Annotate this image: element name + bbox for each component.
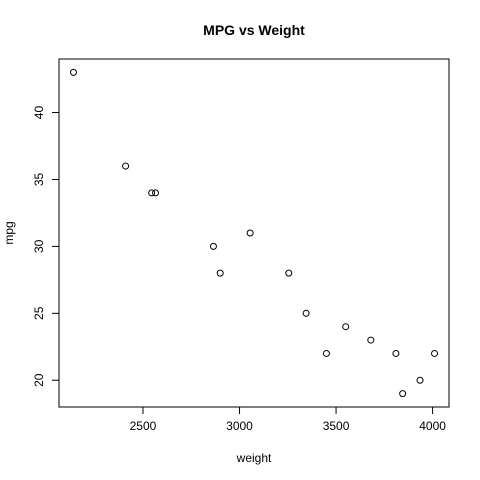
data-point (416, 376, 424, 384)
data-points (69, 68, 439, 398)
x-tick-label: 3500 (323, 419, 350, 433)
x-axis: 2500 3000 3500 4000 (130, 407, 446, 433)
data-point (122, 162, 130, 170)
chart-title: MPG vs Weight (203, 22, 305, 38)
plot-frame (58, 58, 450, 408)
data-point (285, 269, 293, 277)
data-point (399, 390, 407, 398)
x-tick-label: 4000 (419, 419, 446, 433)
y-axis-label: mpg (2, 221, 16, 244)
data-point (302, 309, 310, 317)
x-tick-label: 2500 (130, 419, 157, 433)
y-tick-label: 35 (32, 172, 46, 186)
y-tick-label: 40 (32, 106, 46, 120)
data-point (148, 189, 156, 197)
y-tick-label: 30 (32, 239, 46, 253)
data-point (246, 229, 254, 237)
data-point (322, 349, 330, 357)
y-tick-label: 20 (32, 373, 46, 387)
data-point (342, 323, 350, 331)
data-point (392, 349, 400, 357)
data-point (69, 68, 77, 76)
data-point (431, 349, 439, 357)
data-point (209, 242, 217, 250)
data-point (152, 189, 160, 197)
y-tick-label: 25 (32, 306, 46, 320)
x-axis-label: weight (236, 451, 272, 465)
data-point (367, 336, 375, 344)
data-point (216, 269, 224, 277)
y-axis: 20 25 30 35 40 (32, 106, 59, 387)
x-tick-label: 3000 (226, 419, 253, 433)
